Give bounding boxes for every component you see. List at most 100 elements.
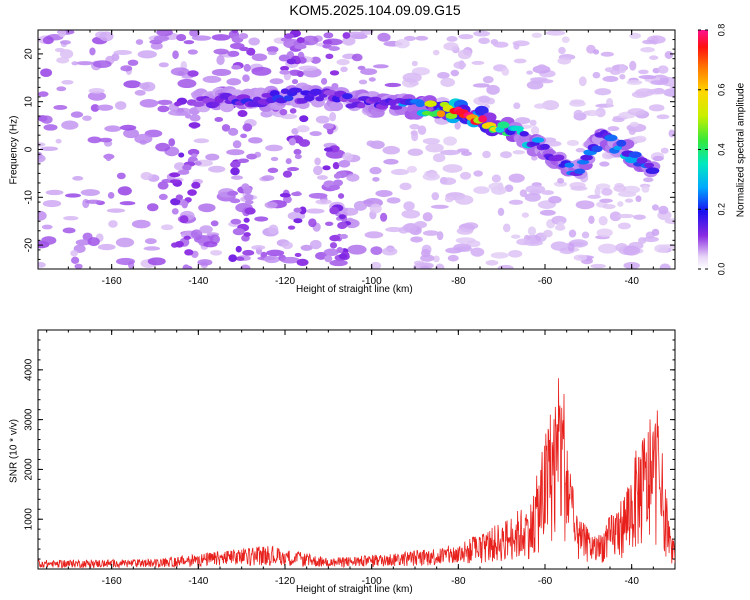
heatmap-noise-cell (123, 80, 142, 89)
heatmap-noise-cell (328, 46, 340, 51)
heatmap-noise-cell (108, 220, 118, 228)
ridge-cell (192, 101, 205, 107)
colorbar-label: Normalized spectral amplitude (735, 82, 747, 218)
heatmap-noise-cell (668, 129, 675, 138)
heatmap-noise-cell (294, 252, 302, 258)
heatmap-noise-cell (268, 224, 279, 235)
heatmap-noise-cell (187, 49, 198, 55)
heatmap-noise-cell (213, 48, 229, 55)
heatmap-noise-cell (628, 127, 636, 136)
heatmap-noise-cell (323, 32, 334, 39)
heatmap-noise-cell (325, 53, 334, 60)
heatmap-noise-cell (240, 133, 248, 139)
heatmap-noise-cell (70, 249, 78, 257)
heatmap-noise-cell (59, 40, 71, 45)
heatmap-noise-cell (342, 32, 351, 39)
heatmap-noise-cell (447, 254, 459, 262)
heatmap-noise-cell (71, 61, 79, 66)
ridge-cell (628, 151, 642, 158)
heatmap-noise-cell (197, 259, 213, 266)
heatmap-noise-cell (347, 244, 367, 255)
heatmap-noise-cell (386, 197, 401, 204)
heatmap-noise-cell (187, 70, 199, 77)
heatmap-noise-cell (417, 125, 427, 135)
heatmap-noise-cell (444, 195, 454, 203)
heatmap-noise-cell (629, 32, 642, 39)
heatmap-noise-cell (97, 243, 116, 251)
heatmap-noise-cell (320, 77, 328, 85)
heatmap-noise-cell (183, 40, 195, 45)
ridge-cell (519, 131, 529, 137)
heatmap-noise-cell (300, 244, 313, 251)
heatmap-noise-cell (659, 263, 671, 269)
heatmap-noise-cell (293, 135, 304, 144)
heatmap-noise-cell (323, 248, 339, 257)
heatmap-noise-cell (669, 84, 675, 89)
heatmap-noise-cell (38, 142, 46, 147)
heatmap-noise-cell (189, 30, 200, 37)
heatmap-noise-cell (170, 67, 190, 76)
heatmap-noise-cell (368, 77, 376, 82)
heatmap-noise-cell (646, 88, 667, 95)
heatmap-noise-cell (242, 249, 255, 256)
heatmap-noise-cell (594, 186, 601, 197)
heatmap-noise-cell (323, 123, 334, 130)
heatmap-noise-cell (599, 198, 613, 203)
heatmap-noise-cell (339, 233, 348, 239)
heatmap-noise-cell (642, 236, 659, 243)
heatmap-noise-cell (158, 62, 169, 68)
ridge-cell (553, 154, 565, 161)
ridge-cell (415, 100, 426, 108)
heatmap-noise-cell (538, 79, 554, 84)
heatmap-noise-cell (174, 101, 181, 107)
ridge-cell (564, 162, 575, 168)
heatmap-noise-cell (366, 140, 376, 147)
heatmap-noise-cell (478, 37, 490, 45)
heatmap-noise-cell (457, 49, 472, 60)
heatmap-noise-cell (114, 101, 127, 110)
heatmap-noise-cell (296, 70, 304, 78)
heatmap-noise-cell (380, 212, 388, 222)
heatmap-noise-cell (313, 165, 323, 176)
heatmap-noise-cell (411, 131, 419, 142)
heatmap-noise-cell (606, 98, 614, 108)
heatmap-noise-cell (178, 152, 185, 158)
heatmap-noise-cell (176, 34, 187, 42)
heatmap-noise-cell (664, 218, 675, 225)
heatmap-noise-cell (609, 211, 622, 222)
heatmap-noise-cell (296, 125, 310, 133)
heatmap-noise-cell (638, 69, 649, 75)
heatmap-noise-cell (298, 65, 318, 71)
heatmap-noise-cell (329, 206, 340, 215)
heatmap-noise-cell (618, 63, 627, 74)
heatmap-noise-cell (432, 255, 440, 263)
heatmap-noise-cell (369, 166, 382, 175)
heatmap-noise-cell (406, 165, 417, 173)
heatmap-noise-cell (106, 208, 126, 213)
heatmap-noise-cell (598, 216, 608, 226)
ridge-cell (283, 95, 294, 102)
heatmap-noise-cell (422, 137, 440, 145)
heatmap-noise-cell (404, 35, 416, 42)
snr-y-tick-label: 4000 (24, 358, 35, 381)
heatmap-noise-cell (232, 228, 245, 236)
heatmap-noise-cell (53, 105, 68, 110)
heatmap-noise-cell (307, 208, 319, 214)
heatmap-noise-cell (403, 222, 418, 233)
heatmap-noise-cell (282, 195, 292, 204)
heatmap-noise-cell (403, 201, 415, 211)
ridge-halo (474, 105, 489, 116)
heatmap-noise-cell (280, 65, 290, 71)
heatmap-noise-cell (599, 161, 610, 167)
heatmap-noise-cell (583, 109, 601, 117)
heatmap-noise-cell (134, 89, 146, 96)
heatmap-noise-cell (497, 207, 505, 217)
heatmap-noise-cell (478, 95, 491, 103)
heatmap-noise-cell (202, 75, 222, 84)
heatmap-noise-cell (246, 153, 258, 160)
heatmap-noise-cell (280, 256, 300, 264)
heatmap-noise-cell (372, 64, 389, 69)
heatmap-noise-cell (293, 218, 303, 224)
heatmap-noise-cell (310, 56, 321, 64)
heatmap-noise-cell (113, 49, 133, 55)
